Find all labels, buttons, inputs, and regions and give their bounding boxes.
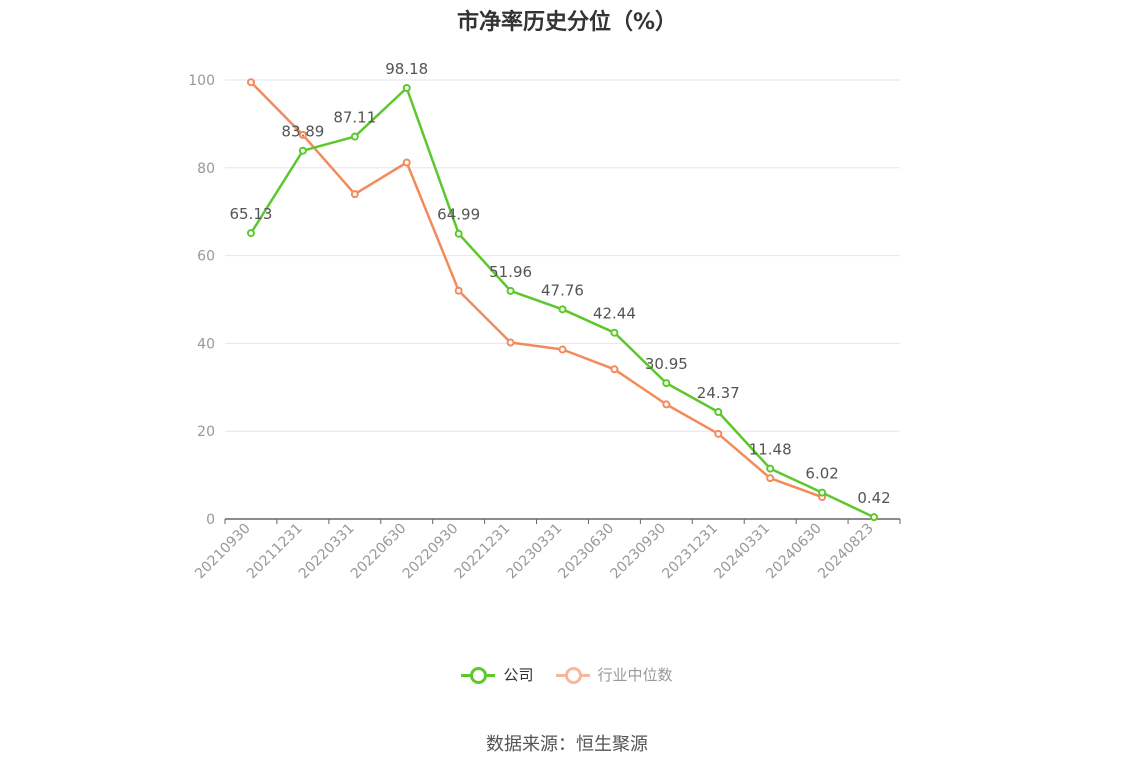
data-point <box>298 146 307 155</box>
data-label: 0.42 <box>857 489 890 507</box>
x-tick-label: 20230630 <box>556 521 618 583</box>
data-label: 51.96 <box>489 263 532 281</box>
data-point <box>506 286 515 295</box>
x-tick-label: 20240331 <box>711 521 773 583</box>
data-point <box>402 83 411 92</box>
y-tick-label: 20 <box>197 424 215 440</box>
data-label: 6.02 <box>805 465 838 483</box>
data-label: 98.18 <box>385 60 428 78</box>
data-point <box>766 474 775 483</box>
x-tick-label: 20221231 <box>452 521 514 583</box>
data-point <box>454 286 463 295</box>
legend-marker-icon <box>555 666 590 684</box>
y-tick-label: 100 <box>188 73 215 89</box>
x-tick-label: 20220331 <box>296 521 358 583</box>
data-label: 30.95 <box>645 355 688 373</box>
data-point <box>350 132 359 141</box>
data-point <box>610 365 619 374</box>
line-chart: 0204060801002021093020211231202203312022… <box>188 60 901 583</box>
data-point <box>298 130 307 139</box>
data-point <box>454 229 463 238</box>
x-tick-label: 20220930 <box>400 521 462 583</box>
data-point <box>714 429 723 438</box>
series-layer <box>246 78 879 522</box>
legend-label: 公司 <box>503 666 534 684</box>
legend: 公司 行业中位数 <box>0 664 1134 685</box>
axes: 0204060801002021093020211231202203312022… <box>188 73 901 583</box>
data-label: 64.99 <box>437 206 480 224</box>
y-tick-label: 80 <box>197 161 215 177</box>
data-label: 24.37 <box>697 384 740 402</box>
chart-title: 市净率历史分位（%） <box>456 10 678 35</box>
x-tick-label: 20231231 <box>659 521 721 583</box>
data-point <box>246 229 255 238</box>
data-point <box>714 408 723 417</box>
x-tick-label: 20211231 <box>244 521 306 583</box>
data-label: 47.76 <box>541 281 584 299</box>
x-tick-label: 20230930 <box>607 521 669 583</box>
data-label: 11.48 <box>749 441 792 459</box>
data-label: 87.11 <box>333 109 376 127</box>
data-label: 42.44 <box>593 305 636 323</box>
data-point <box>558 345 567 354</box>
legend-marker-icon <box>461 666 496 684</box>
x-tick-label: 20240823 <box>815 521 877 583</box>
series-line <box>250 81 823 499</box>
y-tick-label: 60 <box>197 249 215 265</box>
data-point <box>350 190 359 199</box>
grid-lines <box>225 79 900 432</box>
data-point <box>506 338 515 347</box>
data-point <box>662 379 671 388</box>
data-source-note: 数据来源：恒生聚源 <box>486 734 648 755</box>
data-point <box>402 158 411 167</box>
data-labels: 65.13 83.89 87.11 98.18 64.99 51.96 47.76 42.44… <box>229 60 890 507</box>
x-tick-label: 20220630 <box>348 521 410 583</box>
y-tick-label: 0 <box>206 512 215 528</box>
data-point <box>818 488 827 497</box>
data-point <box>558 305 567 314</box>
data-point <box>610 328 619 337</box>
legend-item-industry-median[interactable]: 行业中位数 <box>555 664 673 685</box>
data-point <box>766 464 775 473</box>
y-tick-label: 40 <box>197 336 215 352</box>
data-label: 83.89 <box>281 123 324 141</box>
x-tick-label: 20240630 <box>763 521 825 583</box>
legend-item-company[interactable]: 公司 <box>461 664 534 685</box>
data-label: 65.13 <box>229 205 272 223</box>
data-point <box>870 513 879 522</box>
data-point <box>246 78 255 87</box>
x-tick-label: 20210930 <box>192 521 254 583</box>
legend-label: 行业中位数 <box>597 666 673 684</box>
data-point <box>662 400 671 409</box>
x-tick-label: 20230331 <box>504 521 566 583</box>
